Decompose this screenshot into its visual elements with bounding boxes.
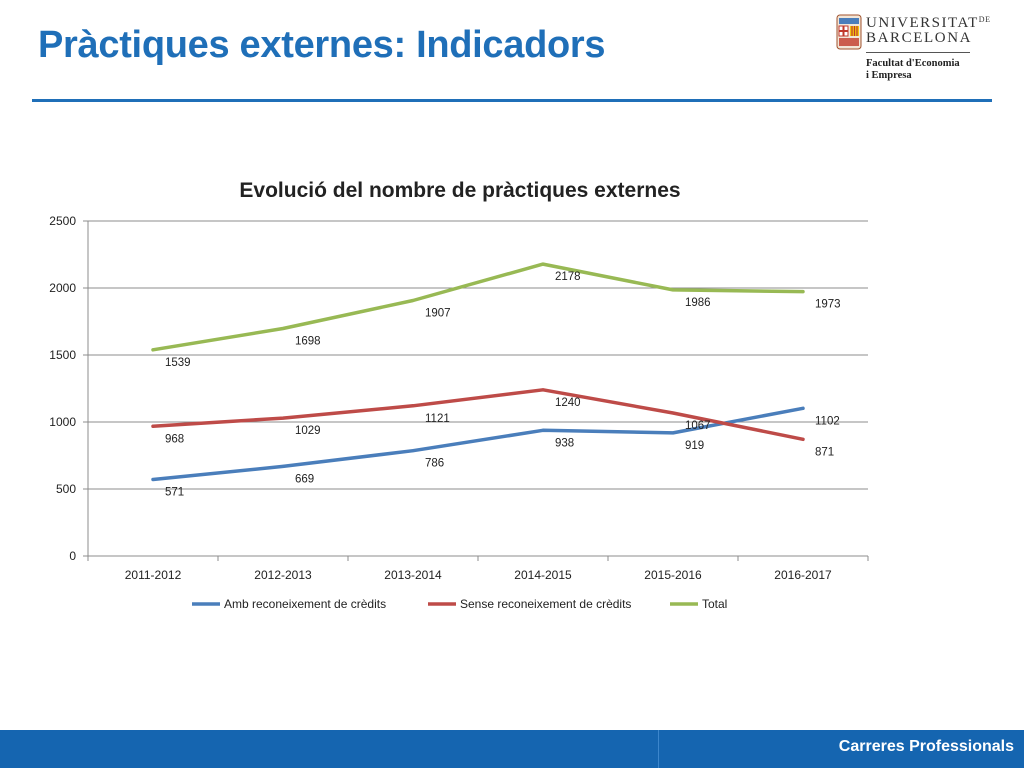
data-point: [151, 348, 155, 352]
data-label: 1698: [295, 335, 321, 347]
y-tick-label: 1000: [49, 415, 76, 429]
y-tick-label: 500: [56, 482, 76, 496]
series-line-1: [151, 406, 805, 482]
data-label: 1973: [815, 299, 841, 311]
series-lines: [151, 262, 805, 482]
data-point: [671, 431, 675, 435]
data-label: 1067: [685, 420, 711, 432]
y-tick-label: 0: [69, 549, 76, 563]
university-seal-icon: [836, 14, 862, 50]
data-point: [801, 437, 805, 441]
data-label: 938: [555, 437, 574, 449]
data-label: 1029: [295, 425, 321, 437]
footer-divider: [658, 730, 659, 768]
x-tick-label: 2012-2013: [254, 568, 312, 582]
y-tick-label: 2500: [49, 214, 76, 228]
data-point: [801, 406, 805, 410]
data-point: [151, 477, 155, 481]
legend-label: Sense reconeixement de crèdits: [460, 597, 631, 611]
legend-label: Total: [702, 597, 727, 611]
series-line-3: [151, 262, 805, 352]
data-label: 1121: [425, 413, 450, 425]
data-point: [541, 388, 545, 392]
data-label: 1539: [165, 357, 191, 369]
slide-title: Pràctiques externes: Indicadors: [38, 24, 606, 66]
line-chart: Evolució del nombre de pràctiques extern…: [49, 179, 869, 611]
data-point: [411, 298, 415, 302]
data-label: 1986: [685, 297, 711, 309]
legend: Amb reconeixement de crèdits Sense recone…: [192, 597, 727, 611]
data-label: 871: [815, 446, 834, 458]
footer-text: Carreres Professionals: [838, 738, 1014, 755]
logo-name-line1: UNIVERSITATDE: [866, 15, 991, 31]
data-point: [411, 449, 415, 453]
data-point: [281, 416, 285, 420]
university-logo: UNIVERSITATDE BARCELONA Facultat d'Econo…: [834, 12, 990, 87]
data-label: 919: [685, 440, 704, 452]
data-label: 786: [425, 458, 444, 470]
data-label: 1102: [815, 415, 840, 427]
data-label: 2178: [555, 271, 581, 283]
data-label: 669: [295, 473, 314, 485]
footer-bar: Carreres Professionals: [0, 730, 1024, 768]
data-point: [151, 424, 155, 428]
data-label: 968: [165, 433, 184, 445]
axes: 0 500 1000 1500 2000 2500 2011-2012 2012-2013 20…: [49, 214, 869, 582]
data-point: [281, 464, 285, 468]
logo-name-line2: BARCELONA: [866, 30, 973, 46]
data-label: 571: [165, 486, 184, 498]
x-tick-label: 2014-2015: [514, 568, 572, 582]
y-tick-label: 1500: [49, 348, 76, 362]
data-labels: 571 669 786 938 919 1102 968 1029 1121 1240 1067 87…: [165, 271, 841, 498]
logo-divider: [866, 52, 970, 53]
data-label: 1907: [425, 307, 451, 319]
logo-faculty: Facultat d'Economia i Empresa: [866, 58, 960, 81]
data-point: [541, 262, 545, 266]
series-line-2: [151, 388, 805, 442]
data-point: [671, 411, 675, 415]
data-label: 1240: [555, 397, 581, 409]
title-divider: [32, 99, 992, 102]
data-point: [411, 404, 415, 408]
chart-title: Evolució del nombre de pràctiques extern…: [239, 179, 680, 202]
x-tick-label: 2015-2016: [644, 568, 702, 582]
grid-lines: [88, 220, 868, 557]
data-point: [671, 288, 675, 292]
x-tick-label: 2016-2017: [774, 568, 832, 582]
x-tick-label: 2011-2012: [125, 568, 182, 582]
data-point: [801, 290, 805, 294]
data-point: [281, 326, 285, 330]
legend-label: Amb reconeixement de crèdits: [224, 597, 386, 611]
x-tick-label: 2013-2014: [384, 568, 442, 582]
data-point: [541, 428, 545, 432]
y-tick-label: 2000: [49, 281, 76, 295]
